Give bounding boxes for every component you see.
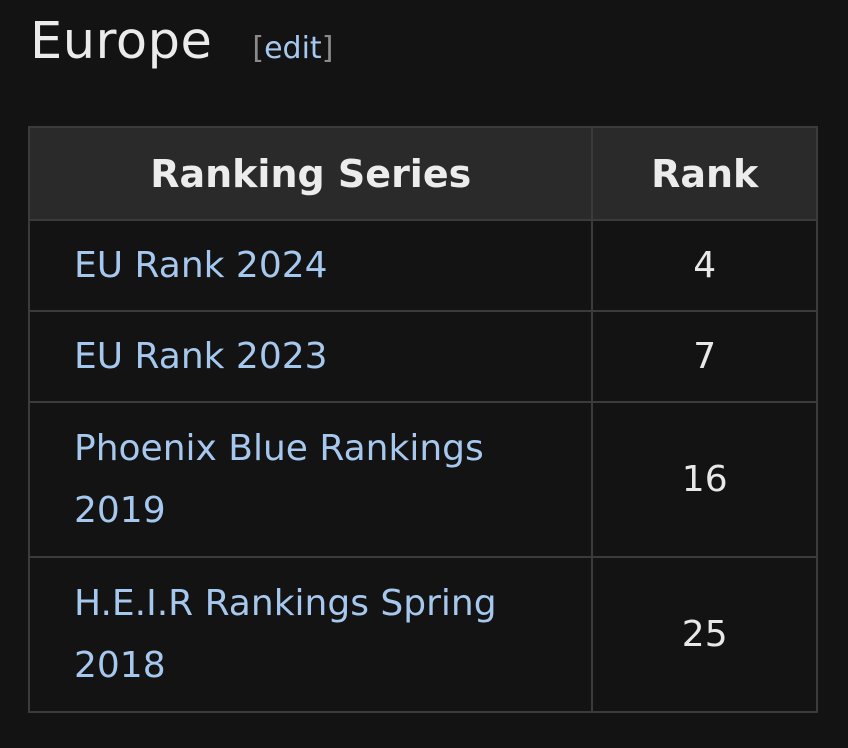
rank-cell: 25	[591, 556, 818, 713]
table-row: Phoenix Blue Rankings 2019 16	[27, 401, 818, 558]
series-link-eu-rank-2024[interactable]: EU Rank 2024	[74, 244, 328, 286]
series-link-eu-rank-2023[interactable]: EU Rank 2023	[74, 335, 328, 377]
edit-section: [edit]	[252, 31, 333, 66]
rank-cell: 16	[591, 401, 818, 558]
edit-link[interactable]: edit	[264, 31, 322, 66]
series-cell: EU Rank 2024	[27, 219, 594, 312]
rankings-table: Ranking Series Rank EU Rank 2024 4 EU Ra…	[27, 126, 818, 713]
rank-cell: 4	[591, 219, 818, 312]
series-link-phoenix-blue-2019[interactable]: Phoenix Blue Rankings 2019	[74, 427, 484, 531]
edit-bracket-close: ]	[321, 31, 334, 66]
series-cell: H.E.I.R Rankings Spring 2018	[27, 556, 594, 713]
rank-cell: 7	[591, 310, 818, 403]
header-rank: Rank	[591, 126, 818, 221]
table-row: EU Rank 2024 4	[27, 219, 818, 312]
section-heading: Europe [edit]	[30, 12, 333, 76]
header-ranking-series: Ranking Series	[27, 126, 594, 221]
table-row: H.E.I.R Rankings Spring 2018 25	[27, 556, 818, 713]
series-cell: EU Rank 2023	[27, 310, 594, 403]
edit-bracket-open: [	[252, 31, 265, 66]
section-title: Europe	[30, 12, 213, 71]
series-cell: Phoenix Blue Rankings 2019	[27, 401, 594, 558]
table-header-row: Ranking Series Rank	[27, 126, 818, 221]
table-row: EU Rank 2023 7	[27, 310, 818, 403]
series-link-heir-spring-2018[interactable]: H.E.I.R Rankings Spring 2018	[74, 582, 497, 686]
